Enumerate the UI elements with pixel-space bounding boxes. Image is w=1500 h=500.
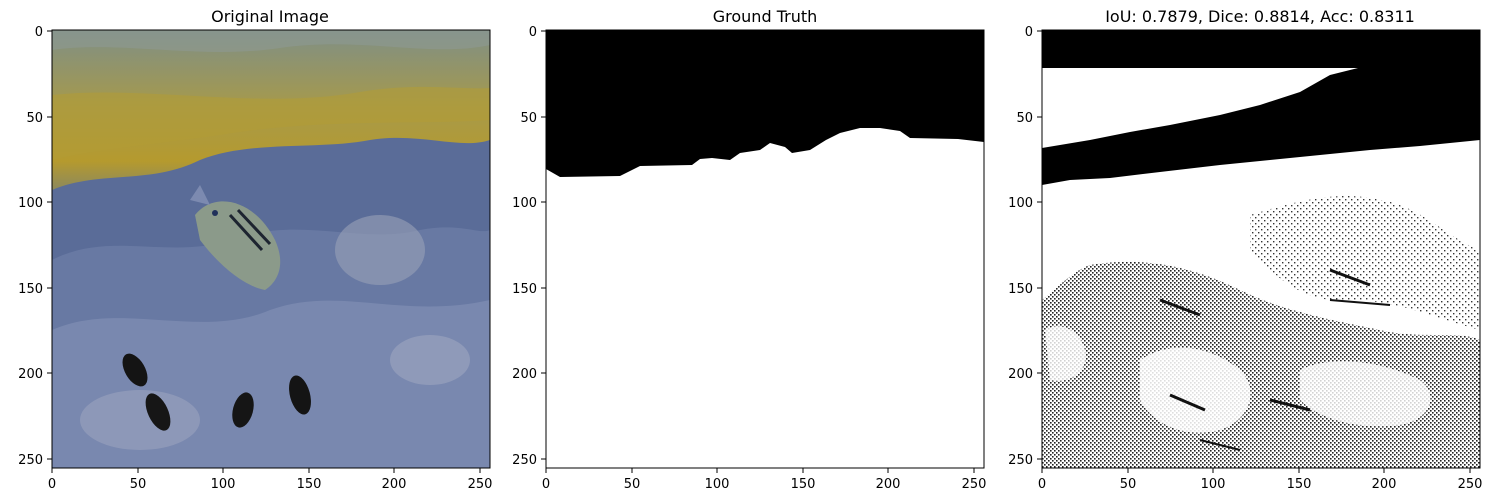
- y-tick-label: 100: [512, 196, 537, 211]
- panel-title: Ground Truth: [713, 7, 818, 26]
- x-tick-label: 200: [382, 477, 407, 492]
- y-tick-label: 0: [529, 25, 537, 40]
- x-tick-label: 150: [297, 477, 322, 492]
- x-tick-label: 50: [130, 477, 147, 492]
- panel-prediction: IoU: 0.7879, Dice: 0.8814, Acc: 0.8311: [1008, 7, 1482, 492]
- fish-shape: [190, 185, 281, 290]
- y-tick-label: 150: [512, 282, 537, 297]
- panel-title: Original Image: [211, 7, 329, 26]
- y-axis: 0 50 100 150 200 250: [512, 25, 546, 468]
- axes-frame: [1041, 29, 1481, 469]
- x-axis: 0 50 100 150 200 250: [1038, 468, 1483, 492]
- x-tick-label: 150: [791, 477, 816, 492]
- y-axis: 0 50 100 150 200 250: [1008, 25, 1042, 468]
- prediction-mask: [1042, 30, 1480, 468]
- y-tick-label: 150: [1008, 282, 1033, 297]
- axes-frame: [51, 29, 491, 469]
- x-tick-label: 100: [1201, 477, 1226, 492]
- y-tick-label: 250: [512, 453, 537, 468]
- x-tick-label: 50: [1120, 477, 1137, 492]
- y-tick-label: 0: [1025, 25, 1033, 40]
- y-tick-label: 50: [1016, 111, 1033, 126]
- y-axis: 0 50 100 150 200 250: [18, 25, 52, 468]
- panel-ground-truth: Ground Truth 0 50 100 150 200 250: [512, 7, 986, 492]
- y-tick-label: 250: [1008, 453, 1033, 468]
- y-tick-label: 200: [18, 367, 43, 382]
- panel-original-image: Original Image: [18, 7, 492, 492]
- x-tick-label: 200: [1372, 477, 1397, 492]
- x-axis: 0 50 100 150 200 250: [542, 468, 987, 492]
- x-tick-label: 0: [48, 477, 56, 492]
- x-tick-label: 150: [1287, 477, 1312, 492]
- y-tick-label: 250: [18, 453, 43, 468]
- y-tick-label: 100: [1008, 196, 1033, 211]
- y-tick-label: 50: [26, 111, 43, 126]
- x-axis: 0 50 100 150 200 250: [48, 468, 493, 492]
- x-tick-label: 0: [542, 477, 550, 492]
- ground-truth-mask: [546, 30, 984, 468]
- y-tick-label: 50: [520, 111, 537, 126]
- x-tick-label: 250: [1458, 477, 1483, 492]
- x-tick-label: 50: [624, 477, 641, 492]
- axes-frame: [545, 29, 985, 469]
- panel-title: IoU: 0.7879, Dice: 0.8814, Acc: 0.8311: [1105, 7, 1415, 26]
- x-tick-label: 100: [705, 477, 730, 492]
- y-tick-label: 0: [35, 25, 43, 40]
- y-tick-label: 100: [18, 196, 43, 211]
- y-tick-label: 200: [1008, 367, 1033, 382]
- underwater-photo: [52, 30, 490, 468]
- y-tick-label: 150: [18, 282, 43, 297]
- y-tick-label: 200: [512, 367, 537, 382]
- x-tick-label: 200: [876, 477, 901, 492]
- x-tick-label: 250: [962, 477, 987, 492]
- x-tick-label: 0: [1038, 477, 1046, 492]
- x-tick-label: 100: [211, 477, 236, 492]
- x-tick-label: 250: [468, 477, 493, 492]
